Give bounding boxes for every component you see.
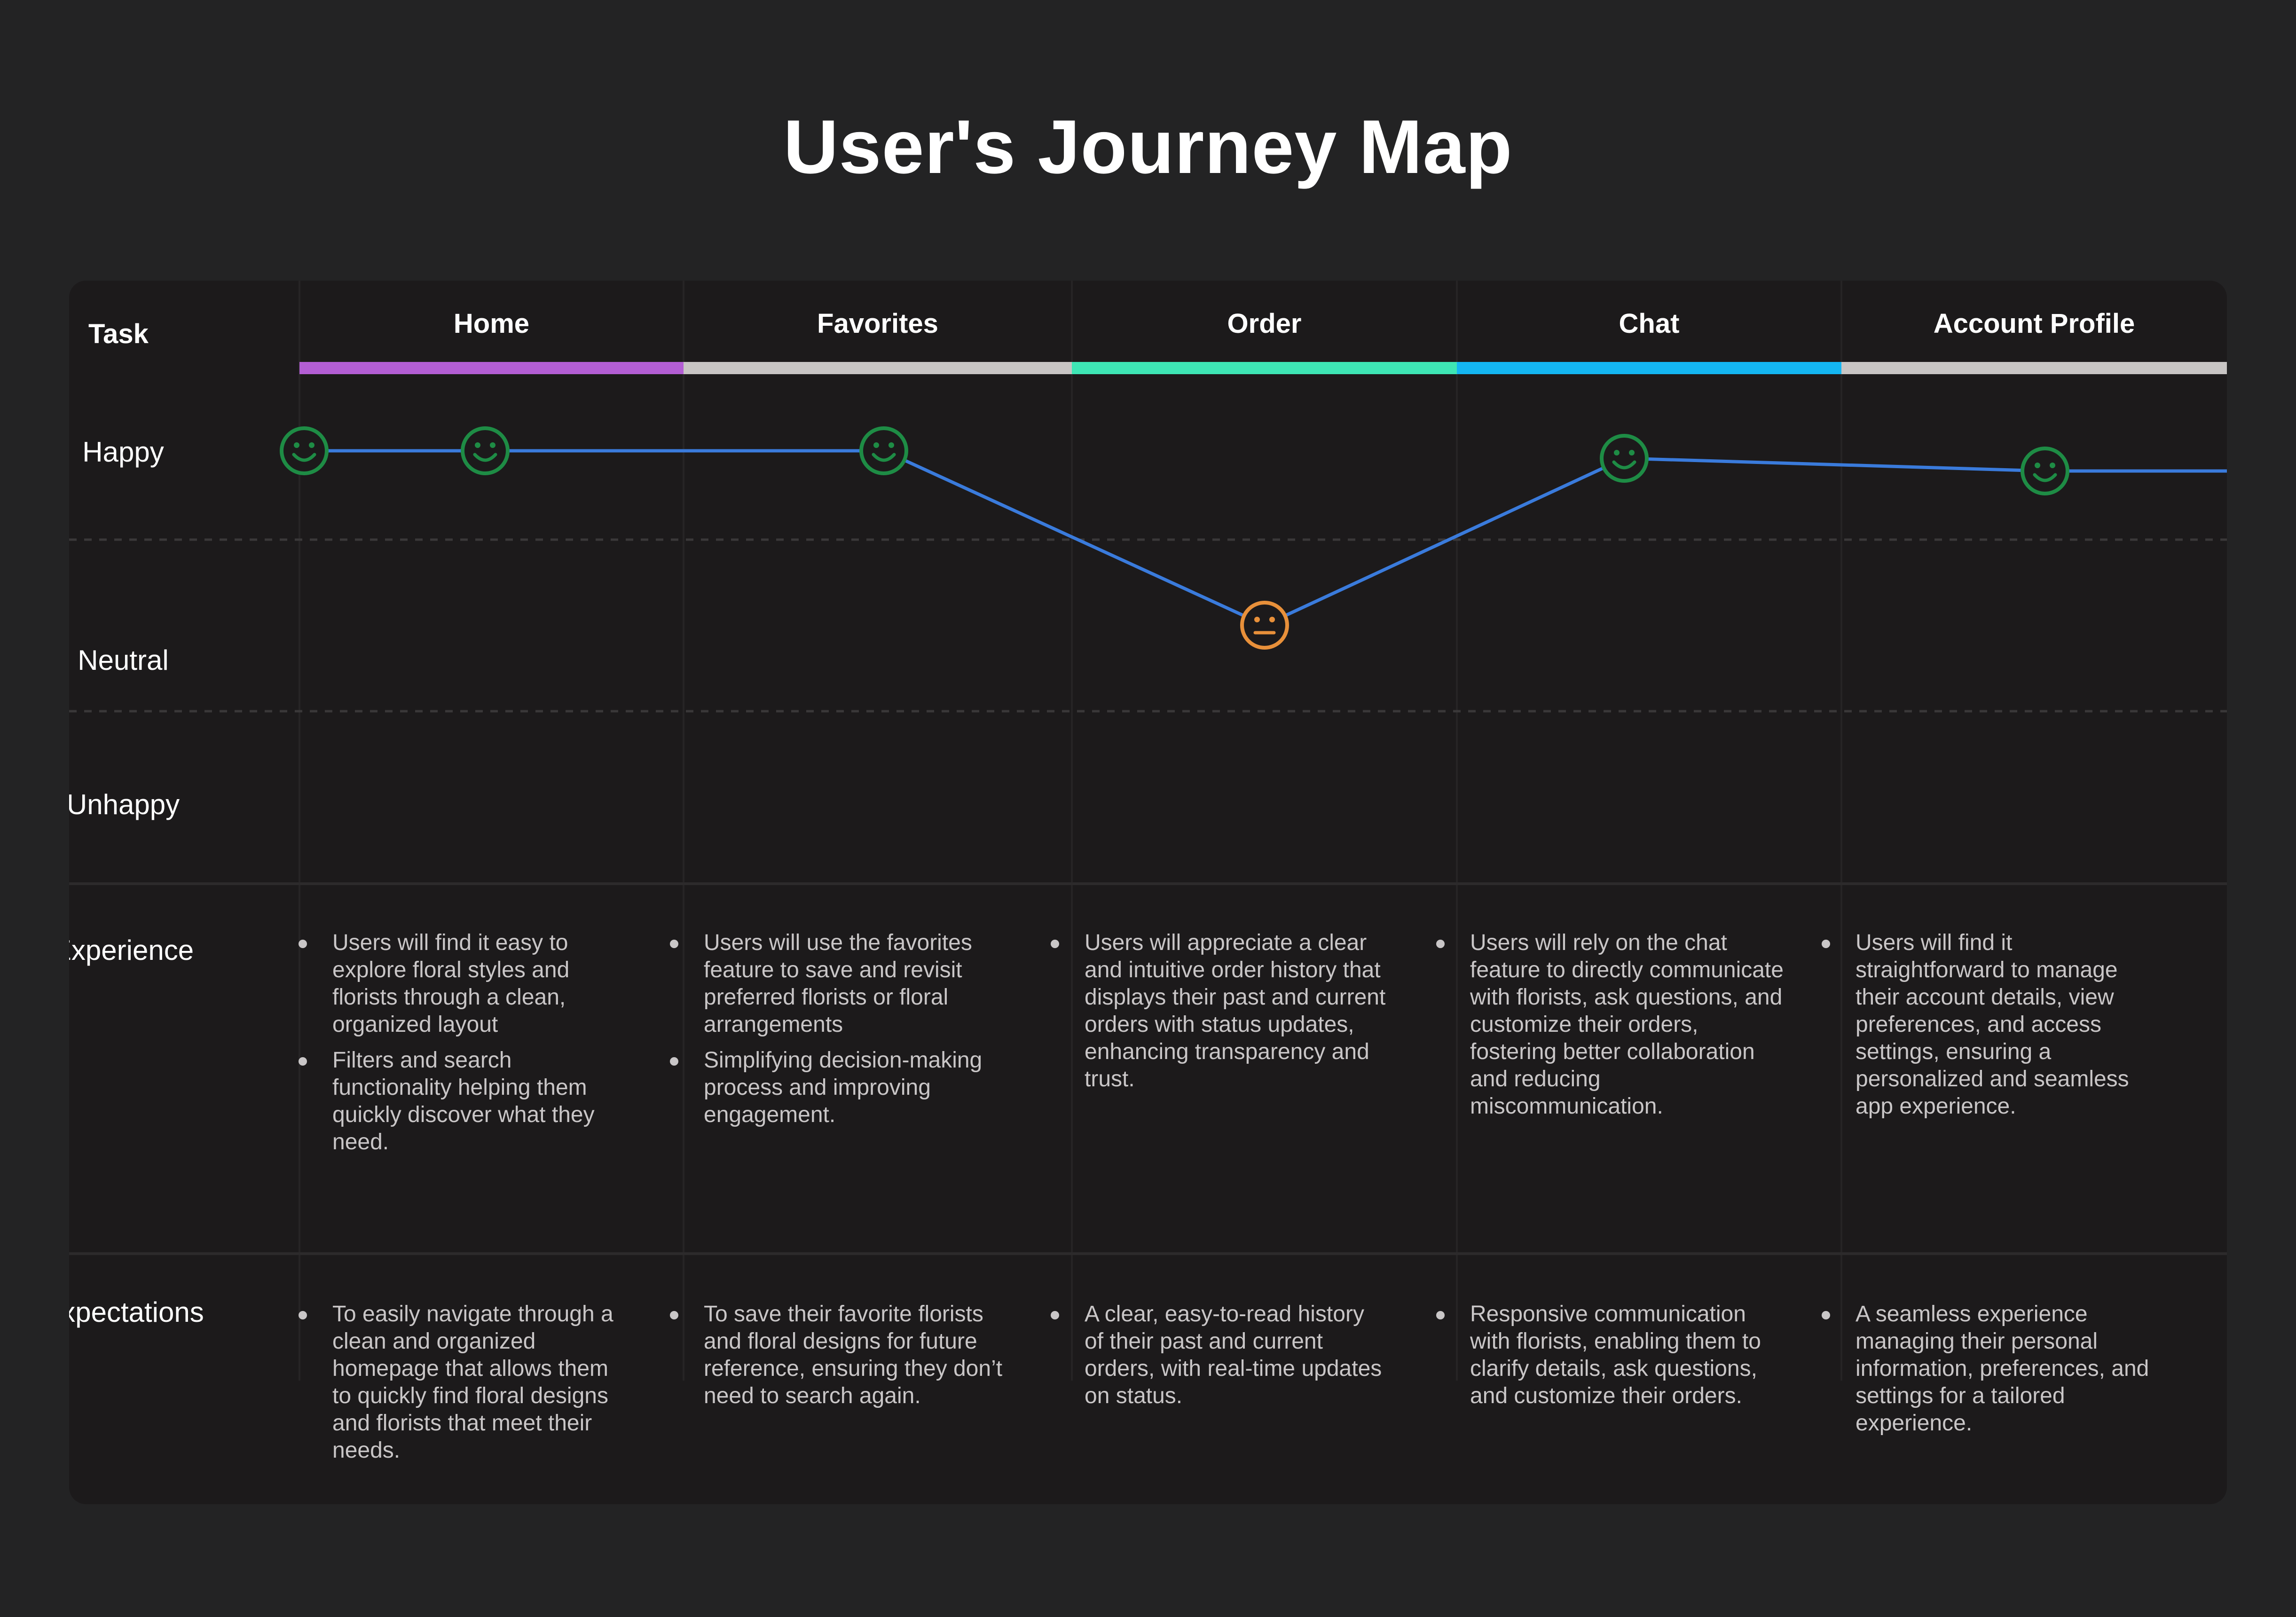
expectations-cell: A seamless experience managing their per… xyxy=(1822,1301,2165,1445)
bullet-item: Users will rely on the chat feature to d… xyxy=(1436,929,1784,1120)
experience-cell: Users will rely on the chat feature to d… xyxy=(1436,929,1784,1129)
bullet-item: A clear, easy-to-read history of their p… xyxy=(1051,1301,1389,1410)
bullet-item: Responsive communication with florists, … xyxy=(1436,1301,1784,1410)
bullet-item: Users will use the favorites feature to … xyxy=(670,929,1008,1038)
stage-color-bar xyxy=(1457,362,1841,374)
experience-cell: Users will appreciate a clear and intuit… xyxy=(1051,929,1389,1101)
stage-color-bar xyxy=(1072,362,1457,374)
smiley-face-icon xyxy=(461,426,510,475)
bullet-item: Users will find it easy to explore flora… xyxy=(299,929,623,1038)
grid-lines xyxy=(69,281,2227,1381)
journey-map-card: Task Happy Neutral Unhappy Experience Ex… xyxy=(69,281,2227,1504)
stage-label: Home xyxy=(453,308,530,339)
page-title: User's Journey Map xyxy=(783,104,1513,189)
expectations-cell: To easily navigate through a clean and o… xyxy=(299,1301,623,1473)
expectations-cell: To save their favorite florists and flor… xyxy=(670,1301,1008,1418)
smiley-face-icon xyxy=(2021,447,2069,495)
row-label-neutral: Neutral xyxy=(78,644,169,676)
smiley-face-icon xyxy=(280,426,329,475)
stage-label: Favorites xyxy=(817,308,938,339)
row-label-happy: Happy xyxy=(82,436,164,468)
stage-color-bar xyxy=(1841,362,2227,374)
bullet-item: Users will appreciate a clear and intuit… xyxy=(1051,929,1389,1093)
experience-cell: Users will find it straightforward to ma… xyxy=(1822,929,2165,1129)
row-label-task: Task xyxy=(88,319,149,349)
bullet-item: A seamless experience managing their per… xyxy=(1822,1301,2165,1437)
bullet-item: Simplifying decision-making process and … xyxy=(670,1047,1008,1129)
journey-grid xyxy=(69,281,2227,1381)
expectations-cell: Responsive communication with florists, … xyxy=(1436,1301,1784,1418)
emotion-chart xyxy=(280,426,2227,650)
stage-color-bar xyxy=(299,362,684,374)
expectations-cell: A clear, easy-to-read history of their p… xyxy=(1051,1301,1389,1418)
smiley-face-icon xyxy=(1600,434,1649,483)
row-label-experience: Experience xyxy=(69,934,194,966)
experience-cell: Users will use the favorites feature to … xyxy=(670,929,1008,1137)
neutral-face-icon xyxy=(1240,601,1289,650)
stage-color-bar xyxy=(684,362,1072,374)
stage-label: Order xyxy=(1227,308,1302,339)
stage-label: Account Profile xyxy=(1933,308,2135,339)
experience-cell: Users will find it easy to explore flora… xyxy=(299,929,623,1164)
row-label-expectations: Expectations xyxy=(69,1296,204,1328)
bullet-item: Users will find it straightforward to ma… xyxy=(1822,929,2165,1120)
bullet-item: To save their favorite florists and flor… xyxy=(670,1301,1008,1410)
emotion-line xyxy=(304,449,2227,627)
bullet-item: To easily navigate through a clean and o… xyxy=(299,1301,623,1464)
row-label-unhappy: Unhappy xyxy=(69,789,180,820)
bullet-item: Filters and search functionality helping… xyxy=(299,1047,623,1156)
smiley-face-icon xyxy=(859,426,908,475)
stage-label: Chat xyxy=(1619,308,1680,339)
